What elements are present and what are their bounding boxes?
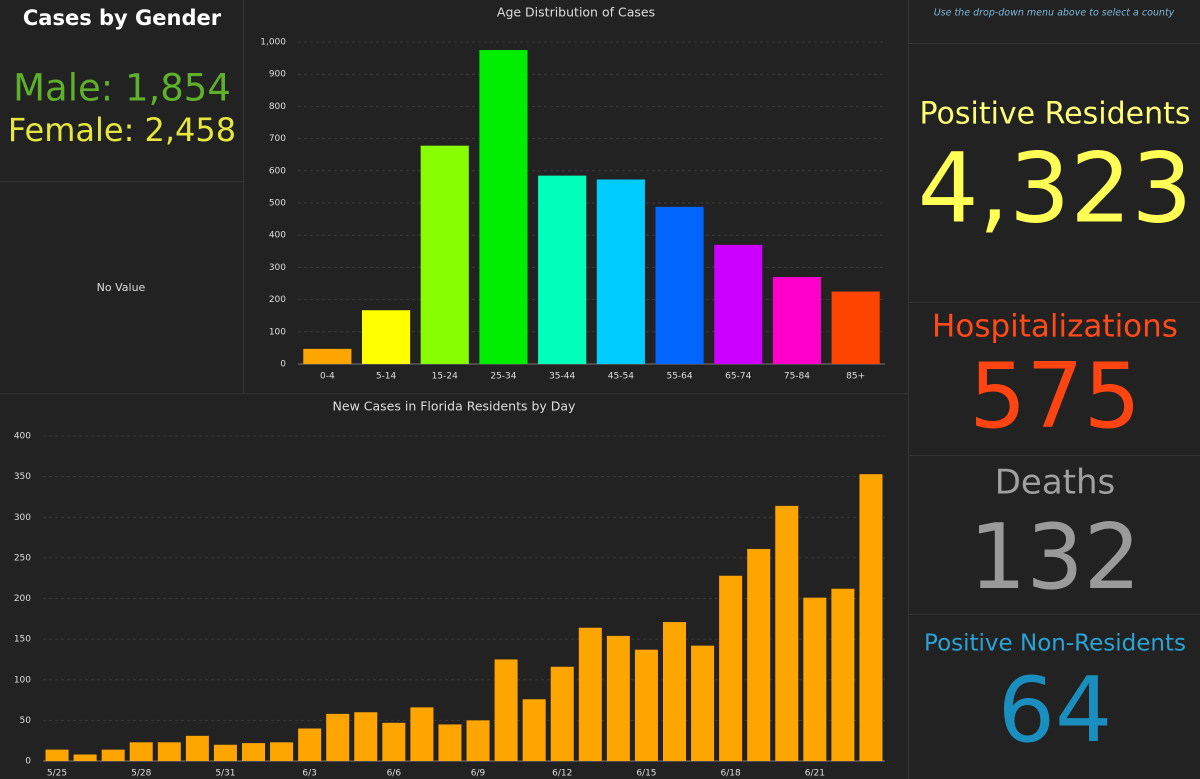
bar <box>466 720 490 761</box>
x-tick-label: 0-4 <box>320 372 335 382</box>
y-tick-label: 600 <box>269 166 286 176</box>
x-tick-label: 35-44 <box>549 372 575 382</box>
x-tick-label: 75-84 <box>784 372 810 382</box>
x-tick-label: 6/15 <box>636 769 656 779</box>
stat-label: Deaths <box>995 463 1116 503</box>
county-note: Use the drop-down menu above to select a… <box>934 8 1175 19</box>
bar <box>634 649 658 761</box>
chart-title: Age Distribution of Cases <box>497 5 655 20</box>
bar <box>831 291 880 364</box>
y-tick-label: 400 <box>14 432 31 442</box>
bar <box>719 575 743 761</box>
bar <box>691 645 715 761</box>
y-tick-label: 800 <box>269 102 286 112</box>
y-tick-label: 300 <box>14 513 31 523</box>
y-tick-label: 200 <box>14 594 31 604</box>
stat-value: 4,323 <box>918 132 1193 244</box>
bar <box>73 754 97 761</box>
y-tick-label: 700 <box>269 134 286 144</box>
y-tick-label: 250 <box>14 553 31 563</box>
gender-title: Cases by Gender <box>23 6 222 30</box>
x-tick-label: 5/28 <box>131 769 151 779</box>
x-tick-label: 5-14 <box>376 372 397 382</box>
y-tick-label: 200 <box>269 295 286 305</box>
bar <box>772 277 822 364</box>
x-tick-label: 5/31 <box>215 769 235 779</box>
bar <box>494 659 518 761</box>
bar <box>420 145 469 364</box>
y-tick-label: 0 <box>280 360 286 370</box>
bar <box>410 707 434 761</box>
x-tick-label: 5/25 <box>47 769 67 779</box>
male-count: Male: 1,854 <box>13 67 231 110</box>
bar <box>831 588 855 761</box>
y-tick-label: 0 <box>25 757 31 767</box>
bar <box>213 744 237 761</box>
y-tick-label: 300 <box>269 263 286 273</box>
bar <box>354 712 378 761</box>
y-tick-label: 900 <box>269 70 286 80</box>
bar <box>438 724 462 761</box>
y-tick-label: 100 <box>14 675 31 685</box>
bar <box>655 206 704 364</box>
stat-label: Positive Non-Residents <box>924 631 1186 657</box>
bar <box>522 699 546 761</box>
y-tick-label: 100 <box>269 327 286 337</box>
bar <box>538 175 587 364</box>
bar <box>747 548 771 761</box>
bar <box>129 742 153 761</box>
x-tick-label: 25-34 <box>490 372 516 382</box>
bar <box>382 722 406 761</box>
bar <box>303 348 352 364</box>
bar <box>157 742 181 761</box>
bar <box>775 505 799 761</box>
y-tick-label: 50 <box>20 716 32 726</box>
x-tick-label: 45-54 <box>608 372 634 382</box>
bar <box>361 310 411 364</box>
y-tick-label: 400 <box>269 231 286 241</box>
no-value: No Value <box>97 281 146 294</box>
x-tick-label: 6/18 <box>721 769 741 779</box>
bar <box>479 50 528 365</box>
stat-value: 575 <box>969 344 1141 449</box>
female-count: Female: 2,458 <box>8 111 236 149</box>
stat-value: 132 <box>969 505 1141 610</box>
y-tick-label: 150 <box>14 635 31 645</box>
bar <box>45 749 69 761</box>
x-tick-label: 6/12 <box>552 769 572 779</box>
x-tick-label: 55-64 <box>666 372 692 382</box>
bar <box>803 597 827 761</box>
bar <box>606 635 630 761</box>
stat-value: 64 <box>998 658 1113 763</box>
x-tick-label: 15-24 <box>432 372 458 382</box>
chart-title: New Cases in Florida Residents by Day <box>333 399 576 414</box>
y-tick-label: 350 <box>14 472 31 482</box>
bar <box>859 474 883 761</box>
x-tick-label: 65-74 <box>725 372 751 382</box>
bar <box>101 749 125 761</box>
bar <box>662 622 687 761</box>
bar <box>185 735 209 761</box>
x-tick-label: 6/21 <box>805 769 825 779</box>
bar <box>596 179 645 364</box>
y-tick-label: 1,000 <box>260 38 286 48</box>
stat-label: Positive Residents <box>919 97 1190 132</box>
bar <box>270 742 294 761</box>
bar <box>241 743 266 761</box>
bar <box>578 627 602 761</box>
bar <box>326 713 350 761</box>
stat-label: Hospitalizations <box>932 309 1178 345</box>
y-tick-label: 500 <box>269 199 286 209</box>
x-tick-label: 6/9 <box>471 769 486 779</box>
x-tick-label: 85+ <box>846 372 865 382</box>
bar <box>298 728 322 761</box>
bar <box>550 666 574 761</box>
bar <box>714 244 763 364</box>
x-tick-label: 6/6 <box>387 769 402 779</box>
x-tick-label: 6/3 <box>302 769 316 779</box>
